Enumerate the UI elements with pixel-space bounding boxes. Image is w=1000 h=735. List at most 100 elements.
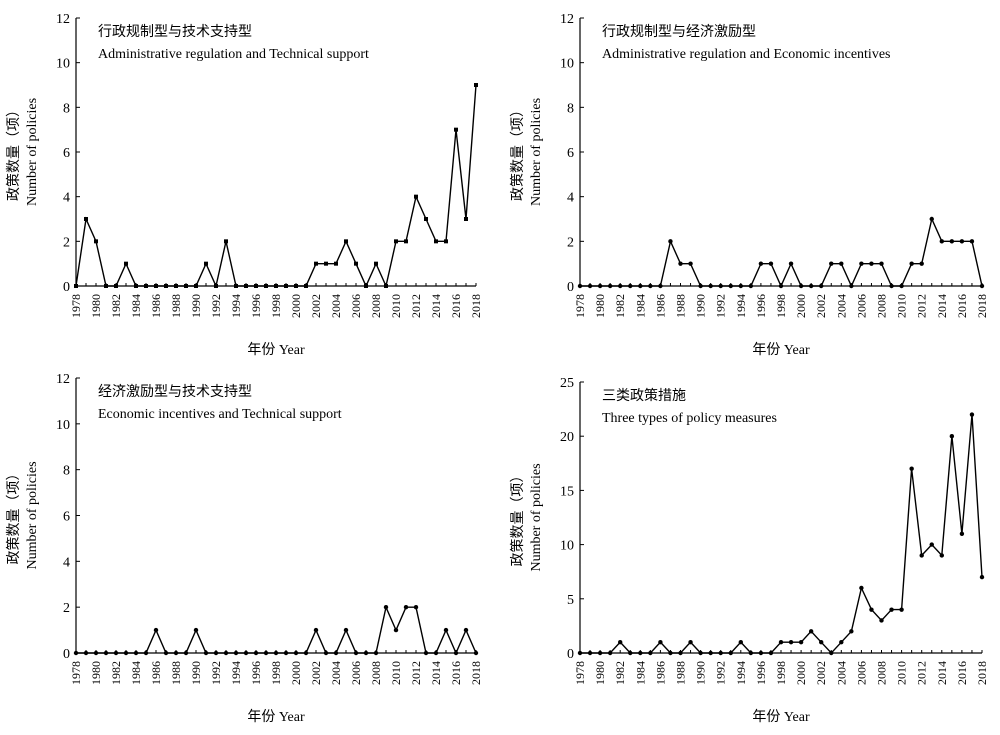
x-tick-label: 2006 <box>349 661 363 685</box>
data-point <box>134 284 138 288</box>
data-point <box>73 650 79 656</box>
x-tick-label: 1978 <box>69 294 83 318</box>
data-point <box>434 239 438 244</box>
y-axis-label-zh: 政策数量（项） <box>5 103 22 201</box>
x-tick-label: 2000 <box>289 661 303 685</box>
y-axis-label-zh: 政策数量（项） <box>509 469 526 567</box>
x-tick-label: 2008 <box>875 661 889 685</box>
x-tick-label: 1980 <box>593 661 607 685</box>
data-point <box>333 650 339 656</box>
x-tick-label: 2004 <box>834 294 848 318</box>
y-axis-label-en: Number of policies <box>529 98 544 206</box>
x-tick-label: 2008 <box>875 294 889 318</box>
y-axis-label-zh: 政策数量（项） <box>5 467 22 565</box>
data-point <box>343 627 349 633</box>
x-axis-label: 年份 Year <box>752 342 810 358</box>
x-tick-label: 1994 <box>734 294 748 318</box>
x-tick-label: 1982 <box>109 294 123 318</box>
y-tick-label: 12 <box>56 12 70 27</box>
data-point <box>748 283 754 289</box>
x-tick-label: 2010 <box>389 294 403 318</box>
data-point <box>909 261 914 266</box>
data-point <box>163 650 169 656</box>
x-tick-label: 1990 <box>694 661 708 685</box>
data-point <box>344 239 348 244</box>
x-tick-label: 1998 <box>269 661 283 685</box>
data-point <box>819 639 824 645</box>
data-point <box>304 284 308 288</box>
data-point <box>939 553 944 558</box>
x-tick-label: 2012 <box>915 294 929 318</box>
y-tick-label: 6 <box>567 146 574 161</box>
x-tick-label: 1998 <box>269 294 283 318</box>
x-tick-label: 2000 <box>794 294 808 318</box>
data-point <box>354 261 358 266</box>
data-point <box>223 650 229 656</box>
data-point <box>253 650 259 656</box>
y-axis-label-en: Number of policies <box>25 98 40 206</box>
data-point <box>194 284 198 288</box>
x-tick-label: 2012 <box>409 294 423 318</box>
data-point <box>323 650 329 656</box>
data-point <box>144 284 148 288</box>
data-point <box>373 650 379 656</box>
data-point <box>193 627 199 633</box>
x-tick-label: 2006 <box>854 661 868 685</box>
data-point <box>949 434 955 439</box>
data-point <box>423 650 429 656</box>
data-point <box>303 650 309 656</box>
data-point <box>678 261 683 266</box>
chart-subtitle: Administrative regulation and Technical … <box>98 47 369 62</box>
x-tick-label: 2014 <box>429 661 443 685</box>
data-point <box>728 650 733 656</box>
data-point <box>233 650 239 656</box>
data-point <box>819 283 824 289</box>
data-point <box>969 412 975 417</box>
x-tick-label: 2016 <box>955 661 969 685</box>
data-point <box>678 650 683 656</box>
data-point <box>929 216 934 222</box>
data-point <box>778 283 784 289</box>
chart-title: 三类政策措施 <box>602 387 686 404</box>
data-point <box>243 650 249 656</box>
y-tick-label: 8 <box>63 464 70 479</box>
y-tick-label: 5 <box>567 593 574 608</box>
series-line <box>580 216 983 288</box>
data-point <box>463 627 469 633</box>
y-tick-label: 4 <box>63 191 70 206</box>
x-tick-label: 2002 <box>814 661 828 685</box>
x-tick-label: 2018 <box>975 661 989 685</box>
x-tick-label: 1992 <box>209 294 223 318</box>
data-point <box>658 639 663 645</box>
data-point <box>224 239 228 244</box>
x-tick-label: 2018 <box>469 294 483 318</box>
data-point <box>74 284 78 288</box>
y-tick-label: 0 <box>63 647 70 662</box>
x-tick-label: 1980 <box>89 661 103 685</box>
data-point <box>597 283 603 289</box>
data-point <box>264 284 268 288</box>
y-tick-label: 20 <box>560 430 574 445</box>
data-point <box>164 284 168 288</box>
data-point <box>919 553 924 558</box>
data-point <box>638 650 643 656</box>
data-point <box>849 629 854 634</box>
x-tick-label: 2018 <box>975 294 989 318</box>
chart-subtitle: Three types of policy measures <box>602 411 777 426</box>
data-point <box>587 650 593 656</box>
y-tick-label: 4 <box>567 191 574 206</box>
series-line <box>580 414 983 655</box>
x-tick-label: 1986 <box>653 661 667 685</box>
data-point <box>124 261 128 266</box>
x-tick-label: 1988 <box>169 661 183 685</box>
data-point <box>214 284 218 288</box>
data-point <box>383 604 389 610</box>
y-tick-label: 0 <box>63 280 70 295</box>
y-tick-label: 12 <box>56 372 70 387</box>
x-tick-label: 2004 <box>329 661 343 685</box>
x-tick-label: 1982 <box>613 661 627 685</box>
data-point <box>413 604 419 610</box>
data-point <box>443 627 449 633</box>
x-tick-label: 2006 <box>854 294 868 318</box>
